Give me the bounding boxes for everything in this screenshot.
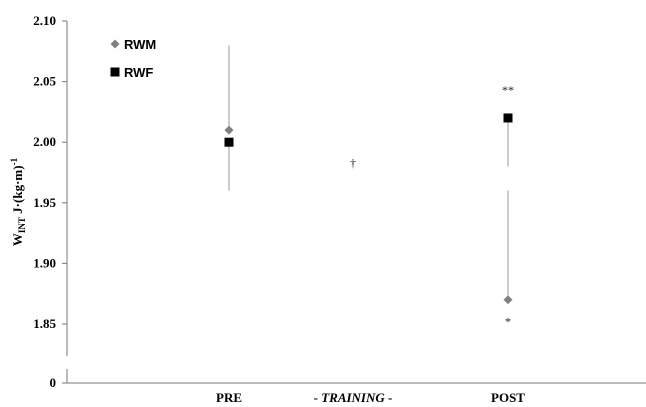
x-category-label: PRE <box>216 390 242 405</box>
annotation-mark: * <box>505 315 511 329</box>
legend: RWM RWF <box>110 37 156 80</box>
axes <box>66 21 646 384</box>
data-markers <box>224 113 513 305</box>
annotation-mark: † <box>350 156 356 170</box>
y-axis-label-text: WINT J·(kg·m)-1 <box>9 157 27 246</box>
x-category-label: - TRAINING - <box>314 390 393 405</box>
annotation-mark: ** <box>502 83 514 97</box>
legend-label-rwf: RWF <box>124 65 153 80</box>
y-tick-label: 2.00 <box>33 134 56 149</box>
x-category-label: POST <box>491 390 525 405</box>
point-rwm <box>224 125 234 135</box>
y-tick-label: 2.05 <box>33 74 56 89</box>
y-tick-label: 1.95 <box>33 195 56 210</box>
x-category-labels: PRE - TRAINING - POST <box>216 390 525 405</box>
legend-marker-rwf <box>110 67 120 77</box>
error-bars <box>228 45 509 300</box>
y-tick-label: 1.90 <box>33 255 56 270</box>
point-rwm <box>503 295 513 305</box>
point-rwf <box>503 113 513 123</box>
annotations: ***† <box>350 83 514 328</box>
point-rwf <box>224 137 234 147</box>
y-axis-label: WINT J·(kg·m)-1 <box>9 157 27 246</box>
y-tick-label-zero: 0 <box>50 375 57 390</box>
y-ticks: 2.10 2.05 2.00 1.95 1.90 1.85 0 <box>33 13 67 390</box>
legend-marker-rwm <box>110 39 120 49</box>
y-tick-label: 2.10 <box>33 13 56 28</box>
legend-label-rwm: RWM <box>124 37 156 52</box>
y-tick-label: 1.85 <box>33 316 56 331</box>
